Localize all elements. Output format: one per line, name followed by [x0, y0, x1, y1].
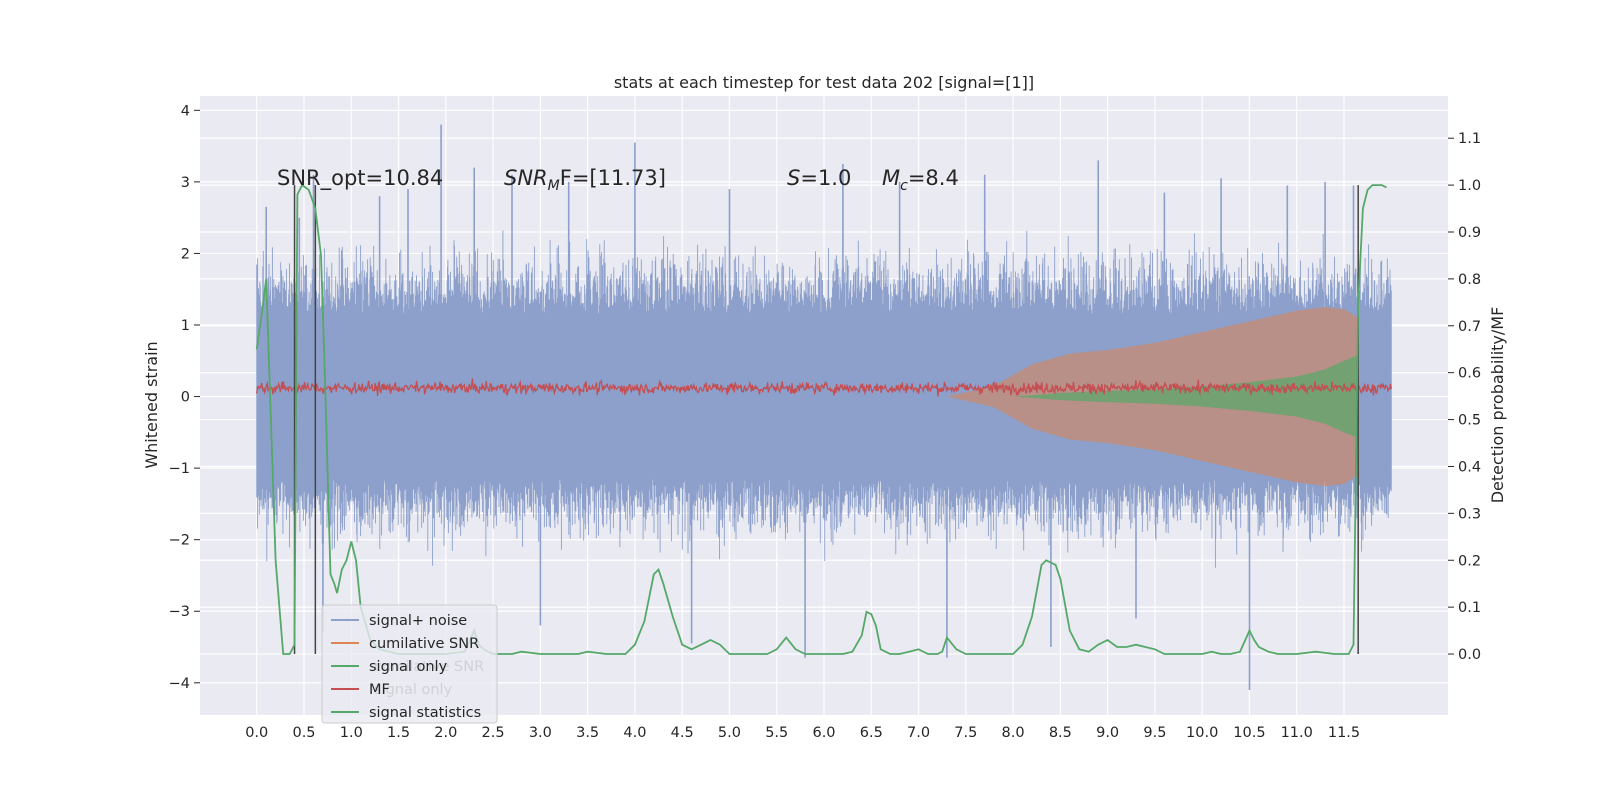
y-tick-label: −3 — [169, 604, 190, 620]
s-value: =1.0 — [800, 166, 851, 190]
mc-subscript: c — [900, 178, 908, 194]
y2-tick-label: 0.6 — [1458, 366, 1481, 382]
y2-tick-label: 1.1 — [1458, 131, 1481, 147]
y-tick-label: −4 — [169, 676, 190, 692]
y2-tick-label: 0.7 — [1458, 319, 1481, 335]
snr-mf-value: F=[11.73] — [560, 166, 666, 190]
y-tick-label: −2 — [169, 533, 190, 549]
x-tick-label: 5.0 — [718, 725, 741, 741]
legend-label: signal statistics — [369, 705, 481, 721]
x-tick-label: 6.5 — [860, 725, 883, 741]
annotations: SNR_opt=10.84 SNRMF=[11.73] S=1.0 Mc=8.4 — [277, 166, 959, 194]
y2-tick-label: 0.0 — [1458, 647, 1481, 663]
y2-tick-label: 0.2 — [1458, 553, 1481, 569]
y-tick-label: 2 — [181, 246, 190, 262]
x-tick-label: 0.0 — [245, 725, 268, 741]
y-tick-label: −1 — [169, 461, 190, 477]
mc-symbol: M — [882, 166, 900, 190]
x-tick-label: 9.0 — [1096, 725, 1119, 741]
series-signal-only — [1013, 355, 1359, 439]
legend-label: signal+ noise — [369, 613, 467, 629]
y2-tick-label: 0.8 — [1458, 272, 1481, 288]
annotation-snr-opt: SNR_opt=10.84 — [277, 166, 443, 191]
y2-axis-label: Detection probability/MF — [1488, 307, 1507, 504]
mc-value: =8.4 — [908, 166, 959, 190]
snr-mf-subscript: M — [548, 178, 560, 194]
x-tick-label: 8.0 — [1002, 725, 1025, 741]
legend-box — [321, 604, 498, 724]
y-tick-label: 3 — [181, 175, 190, 191]
x-tick-label: 11.0 — [1281, 725, 1313, 741]
chart-title: stats at each timestep for test data 202… — [614, 73, 1034, 92]
x-tick-label: 6.0 — [812, 725, 835, 741]
legend-label: cumilative SNR — [369, 636, 479, 652]
x-tick-label: 3.5 — [576, 725, 599, 741]
series-layer — [255, 124, 1392, 690]
x-tick-label: 8.5 — [1049, 725, 1072, 741]
x-tick-label: 1.5 — [387, 725, 410, 741]
annotation-s: S=1.0 — [787, 166, 851, 190]
mf-trace — [256, 378, 1392, 397]
y-tick-label: 0 — [181, 390, 190, 406]
snr-mf-symbol: SNR — [504, 166, 548, 190]
series-mf — [256, 378, 1392, 397]
annotation-snr-mf: SNRMF=[11.73] — [504, 166, 666, 194]
y-tick-label: 4 — [181, 103, 190, 119]
x-tick-label: 11.5 — [1328, 725, 1360, 741]
x-tick-label: 4.0 — [623, 725, 646, 741]
y2-tick-label: 0.1 — [1458, 600, 1481, 616]
x-tick-label: 4.5 — [671, 725, 694, 741]
x-tick-label: 2.0 — [434, 725, 457, 741]
series-signal-only-area — [1013, 355, 1359, 439]
signal-statistics-line — [255, 183, 1387, 655]
y2-tick-label: 0.9 — [1458, 225, 1481, 241]
x-tick-label: 7.5 — [954, 725, 977, 741]
series-signal-statistics — [255, 183, 1387, 655]
y-tick-label: 1 — [181, 318, 190, 334]
y2-tick-label: 1.0 — [1458, 178, 1481, 194]
x-tick-label: 3.0 — [529, 725, 552, 741]
x-tick-label: 5.5 — [765, 725, 788, 741]
x-tick-label: 7.0 — [907, 725, 930, 741]
x-tick-label: 1.0 — [340, 725, 363, 741]
axes: 0.0 0.5 1.0 1.5 2.0 2.5 3.0 3.5 4.0 4.5 5.0 5.5 6.0 6… — [169, 103, 1481, 741]
x-tick-label: 2.5 — [482, 725, 505, 741]
x-tick-label: 9.5 — [1143, 725, 1166, 741]
y2-tick-label: 0.3 — [1458, 506, 1481, 522]
x-tick-label: 0.5 — [292, 725, 315, 741]
y-axis-label: Whitened strain — [142, 341, 161, 468]
legend: signal+ noise cumilative SNR signal only MF… — [321, 604, 498, 724]
legend-label: signal only — [369, 659, 448, 675]
legend-label: MF — [369, 682, 390, 698]
x-tick-label: 10.5 — [1233, 725, 1265, 741]
annotation-mc: Mc=8.4 — [882, 166, 959, 194]
x-tick-label: 10.0 — [1186, 725, 1218, 741]
s-symbol: S — [787, 166, 800, 190]
y2-tick-label: 0.4 — [1458, 459, 1481, 475]
y2-tick-label: 0.5 — [1458, 413, 1481, 429]
